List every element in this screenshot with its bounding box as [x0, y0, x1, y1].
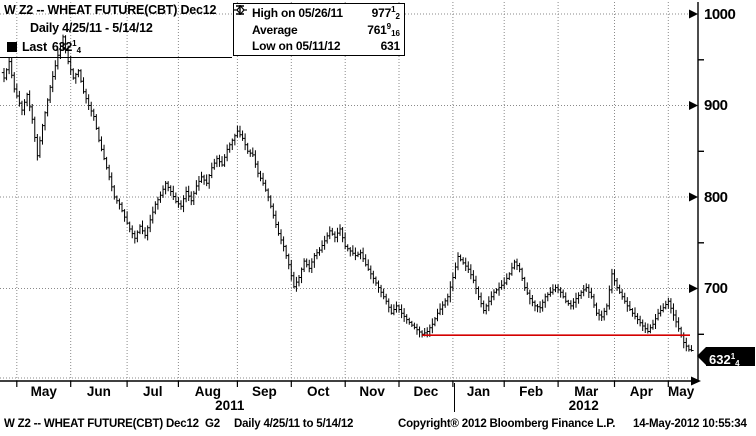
- last-label: Last: [22, 40, 47, 54]
- security-title: W Z2 -- WHEAT FUTURE(CBT) Dec12: [4, 3, 217, 17]
- legend-row-high: High on 05/26/11 97712: [236, 5, 400, 21]
- title-underline: [0, 57, 232, 58]
- last-value: 63214: [51, 39, 82, 55]
- y-axis-tick-label: 1000: [704, 5, 736, 23]
- legend-label: Average: [252, 22, 298, 37]
- month-label: Nov: [359, 384, 385, 399]
- x-axis-arrow-icon: [691, 376, 701, 386]
- footer-range: Daily 4/25/11 to 5/14/12: [234, 418, 354, 430]
- month-label: Feb: [519, 384, 544, 399]
- year-label: 2012: [568, 398, 599, 413]
- ohlc-bars: [1, 34, 694, 352]
- month-label: May: [30, 384, 57, 399]
- series-key-square-icon: [7, 42, 17, 52]
- y-axis-tick-label: 900: [704, 97, 728, 114]
- month-label: Jul: [143, 384, 163, 399]
- legend-row-low: Low on 05/11/12 631: [236, 5, 401, 54]
- month-label: Apr: [629, 384, 654, 399]
- footer-copyright: Copyright® 2012 Bloomberg Finance L.P.: [398, 418, 616, 430]
- y-axis-tick-label: 800: [704, 188, 728, 206]
- legend-value: 631: [380, 39, 401, 53]
- axis-arrow-icon: [689, 192, 698, 202]
- chart-period-subtitle: Daily 4/25/11 - 5/14/12: [30, 21, 153, 35]
- y-axis-tick-label: 700: [704, 280, 728, 297]
- month-label: Oct: [306, 384, 330, 399]
- axis-arrow-icon: [689, 101, 698, 110]
- legend-label: High on 05/26/11: [252, 6, 343, 20]
- legend-value: 97712: [371, 5, 400, 21]
- footer-panel-id: G2: [205, 418, 220, 430]
- year-divider-line: [454, 383, 455, 412]
- footer-ticker: W Z2 -- WHEAT FUTURE(CBT) Dec12: [4, 418, 199, 430]
- month-label: Dec: [413, 384, 439, 399]
- stats-legend-box: High on 05/26/11 97712 Average 761916 Lo…: [233, 3, 405, 56]
- month-label: Aug: [194, 384, 222, 399]
- last-price-row: Last 63214: [7, 39, 81, 55]
- month-label: May: [668, 384, 695, 399]
- legend-row-average: Average 761916: [234, 5, 400, 38]
- axis-arrow-icon: [689, 284, 698, 293]
- month-label: Sep: [251, 384, 277, 399]
- last-price-tag: 63214: [697, 347, 755, 368]
- axis-arrow-icon: [689, 9, 698, 19]
- year-label: 2011: [215, 398, 245, 413]
- month-label: Jan: [466, 384, 491, 399]
- month-label: Mar: [574, 384, 599, 399]
- legend-label: Low on 05/11/12: [252, 39, 341, 53]
- month-label: Jun: [86, 384, 111, 399]
- legend-value: 761916: [367, 21, 400, 38]
- footer-timestamp: 14-May-2012 10:55:34: [633, 418, 747, 430]
